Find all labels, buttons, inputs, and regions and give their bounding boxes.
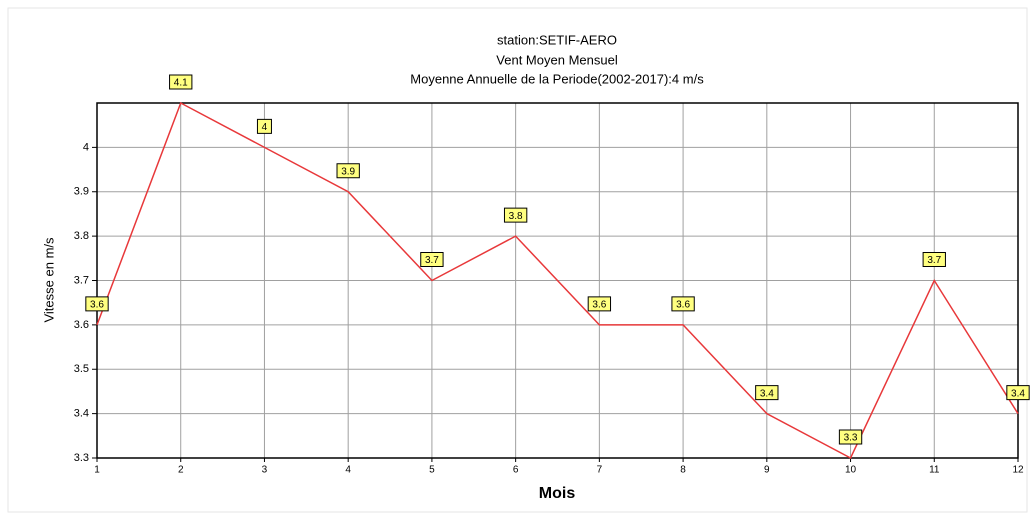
y-tick-label: 3.5 [74,363,89,375]
y-tick-label: 3.6 [74,319,89,331]
x-tick-label: 6 [513,465,519,476]
x-tick-label: 8 [680,465,686,476]
value-label: 3.9 [341,166,355,177]
value-label-box [922,252,946,267]
value-label: 3.6 [676,300,690,311]
x-tick-label: 10 [845,465,857,476]
x-tick-label: 7 [597,465,603,476]
x-tick-label: 11 [929,465,940,476]
value-label-box [169,74,193,90]
plot-frame [96,102,1019,459]
value-label: 4.1 [174,78,188,89]
x-tick-label: 1 [94,465,100,476]
value-label: 3.4 [760,388,774,399]
value-label-box [85,296,109,312]
value-label-box [838,429,863,445]
value-label: 3.6 [90,300,104,311]
y-tick-label: 3.3 [74,452,89,464]
value-label: 3.4 [1011,388,1025,399]
x-tick-label: 12 [1012,465,1024,476]
x-tick-label: 5 [429,465,435,476]
x-tick-label: 3 [262,465,268,476]
value-label-box [671,296,695,312]
chart-subtitle: Vent Moyen Mensuel [496,52,618,67]
y-tick-label: 3.8 [74,230,89,242]
chart-frame [7,7,1028,513]
value-label-box [587,296,612,312]
value-label: 3.6 [592,300,606,311]
y-tick-label: 4 [83,141,89,153]
x-tick-label: 9 [764,465,770,476]
value-label-box [755,385,779,401]
y-tick-label: 3.7 [74,274,89,286]
value-label-box [420,252,444,267]
value-label: 3.8 [509,211,523,222]
x-tick-label: 2 [178,465,184,476]
x-axis-title: Mois [539,485,576,502]
value-label-box [503,207,528,223]
value-label: 3.7 [425,255,439,266]
value-label: 3.3 [844,433,858,444]
y-axis-title: Vitesse en m/s [41,237,56,323]
data-line [96,101,1019,460]
value-label: 4 [262,122,268,133]
y-tick-label: 3.4 [74,408,89,420]
value-label-box [336,163,360,179]
value-label-box [256,118,272,134]
chart-title: station:SETIF-AERO [497,32,617,47]
value-label: 3.7 [927,255,941,266]
value-label-box [1006,385,1030,401]
chart-annotation: Moyenne Annuelle de la Periode(2002-2017… [410,71,704,86]
y-tick-label: 3.9 [74,186,89,198]
x-tick-label: 4 [345,465,351,476]
